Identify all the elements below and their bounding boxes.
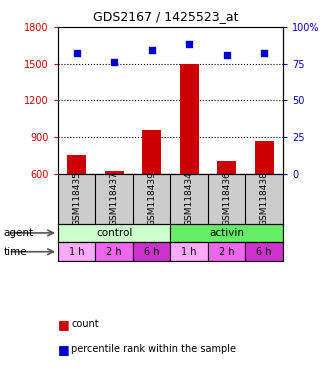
Bar: [170, 223, 283, 242]
Bar: [67, 155, 86, 174]
Text: count: count: [71, 319, 99, 329]
Text: 2 h: 2 h: [219, 247, 235, 257]
Bar: [217, 161, 236, 174]
Bar: [170, 242, 208, 261]
Bar: [58, 242, 95, 261]
Bar: [180, 64, 199, 174]
Text: percentile rank within the sample: percentile rank within the sample: [71, 344, 236, 354]
Text: 1 h: 1 h: [69, 247, 84, 257]
Point: [224, 52, 229, 58]
Text: 6 h: 6 h: [257, 247, 272, 257]
Text: ■: ■: [58, 318, 70, 331]
Text: time: time: [3, 247, 27, 257]
Text: 2 h: 2 h: [106, 247, 122, 257]
Point: [149, 47, 154, 53]
Bar: [95, 242, 133, 261]
Text: activin: activin: [209, 228, 244, 238]
Bar: [142, 130, 161, 174]
Text: GSM118434: GSM118434: [185, 171, 194, 226]
Bar: [58, 223, 170, 242]
Point: [187, 41, 192, 48]
Text: GSM118436: GSM118436: [222, 171, 231, 226]
Text: agent: agent: [3, 228, 33, 238]
Bar: [246, 242, 283, 261]
Text: 6 h: 6 h: [144, 247, 160, 257]
Point: [74, 50, 79, 56]
Text: GDS2167 / 1425523_at: GDS2167 / 1425523_at: [93, 10, 238, 23]
Text: control: control: [96, 228, 132, 238]
Bar: [133, 242, 170, 261]
Point: [261, 50, 267, 56]
Bar: [105, 171, 123, 174]
Text: GSM118437: GSM118437: [110, 171, 119, 226]
Text: GSM118438: GSM118438: [260, 171, 269, 226]
Text: ■: ■: [58, 343, 70, 356]
Text: GSM118439: GSM118439: [147, 171, 156, 226]
Bar: [255, 141, 274, 174]
Bar: [208, 242, 246, 261]
Point: [112, 59, 117, 65]
Text: GSM118435: GSM118435: [72, 171, 81, 226]
Text: 1 h: 1 h: [181, 247, 197, 257]
